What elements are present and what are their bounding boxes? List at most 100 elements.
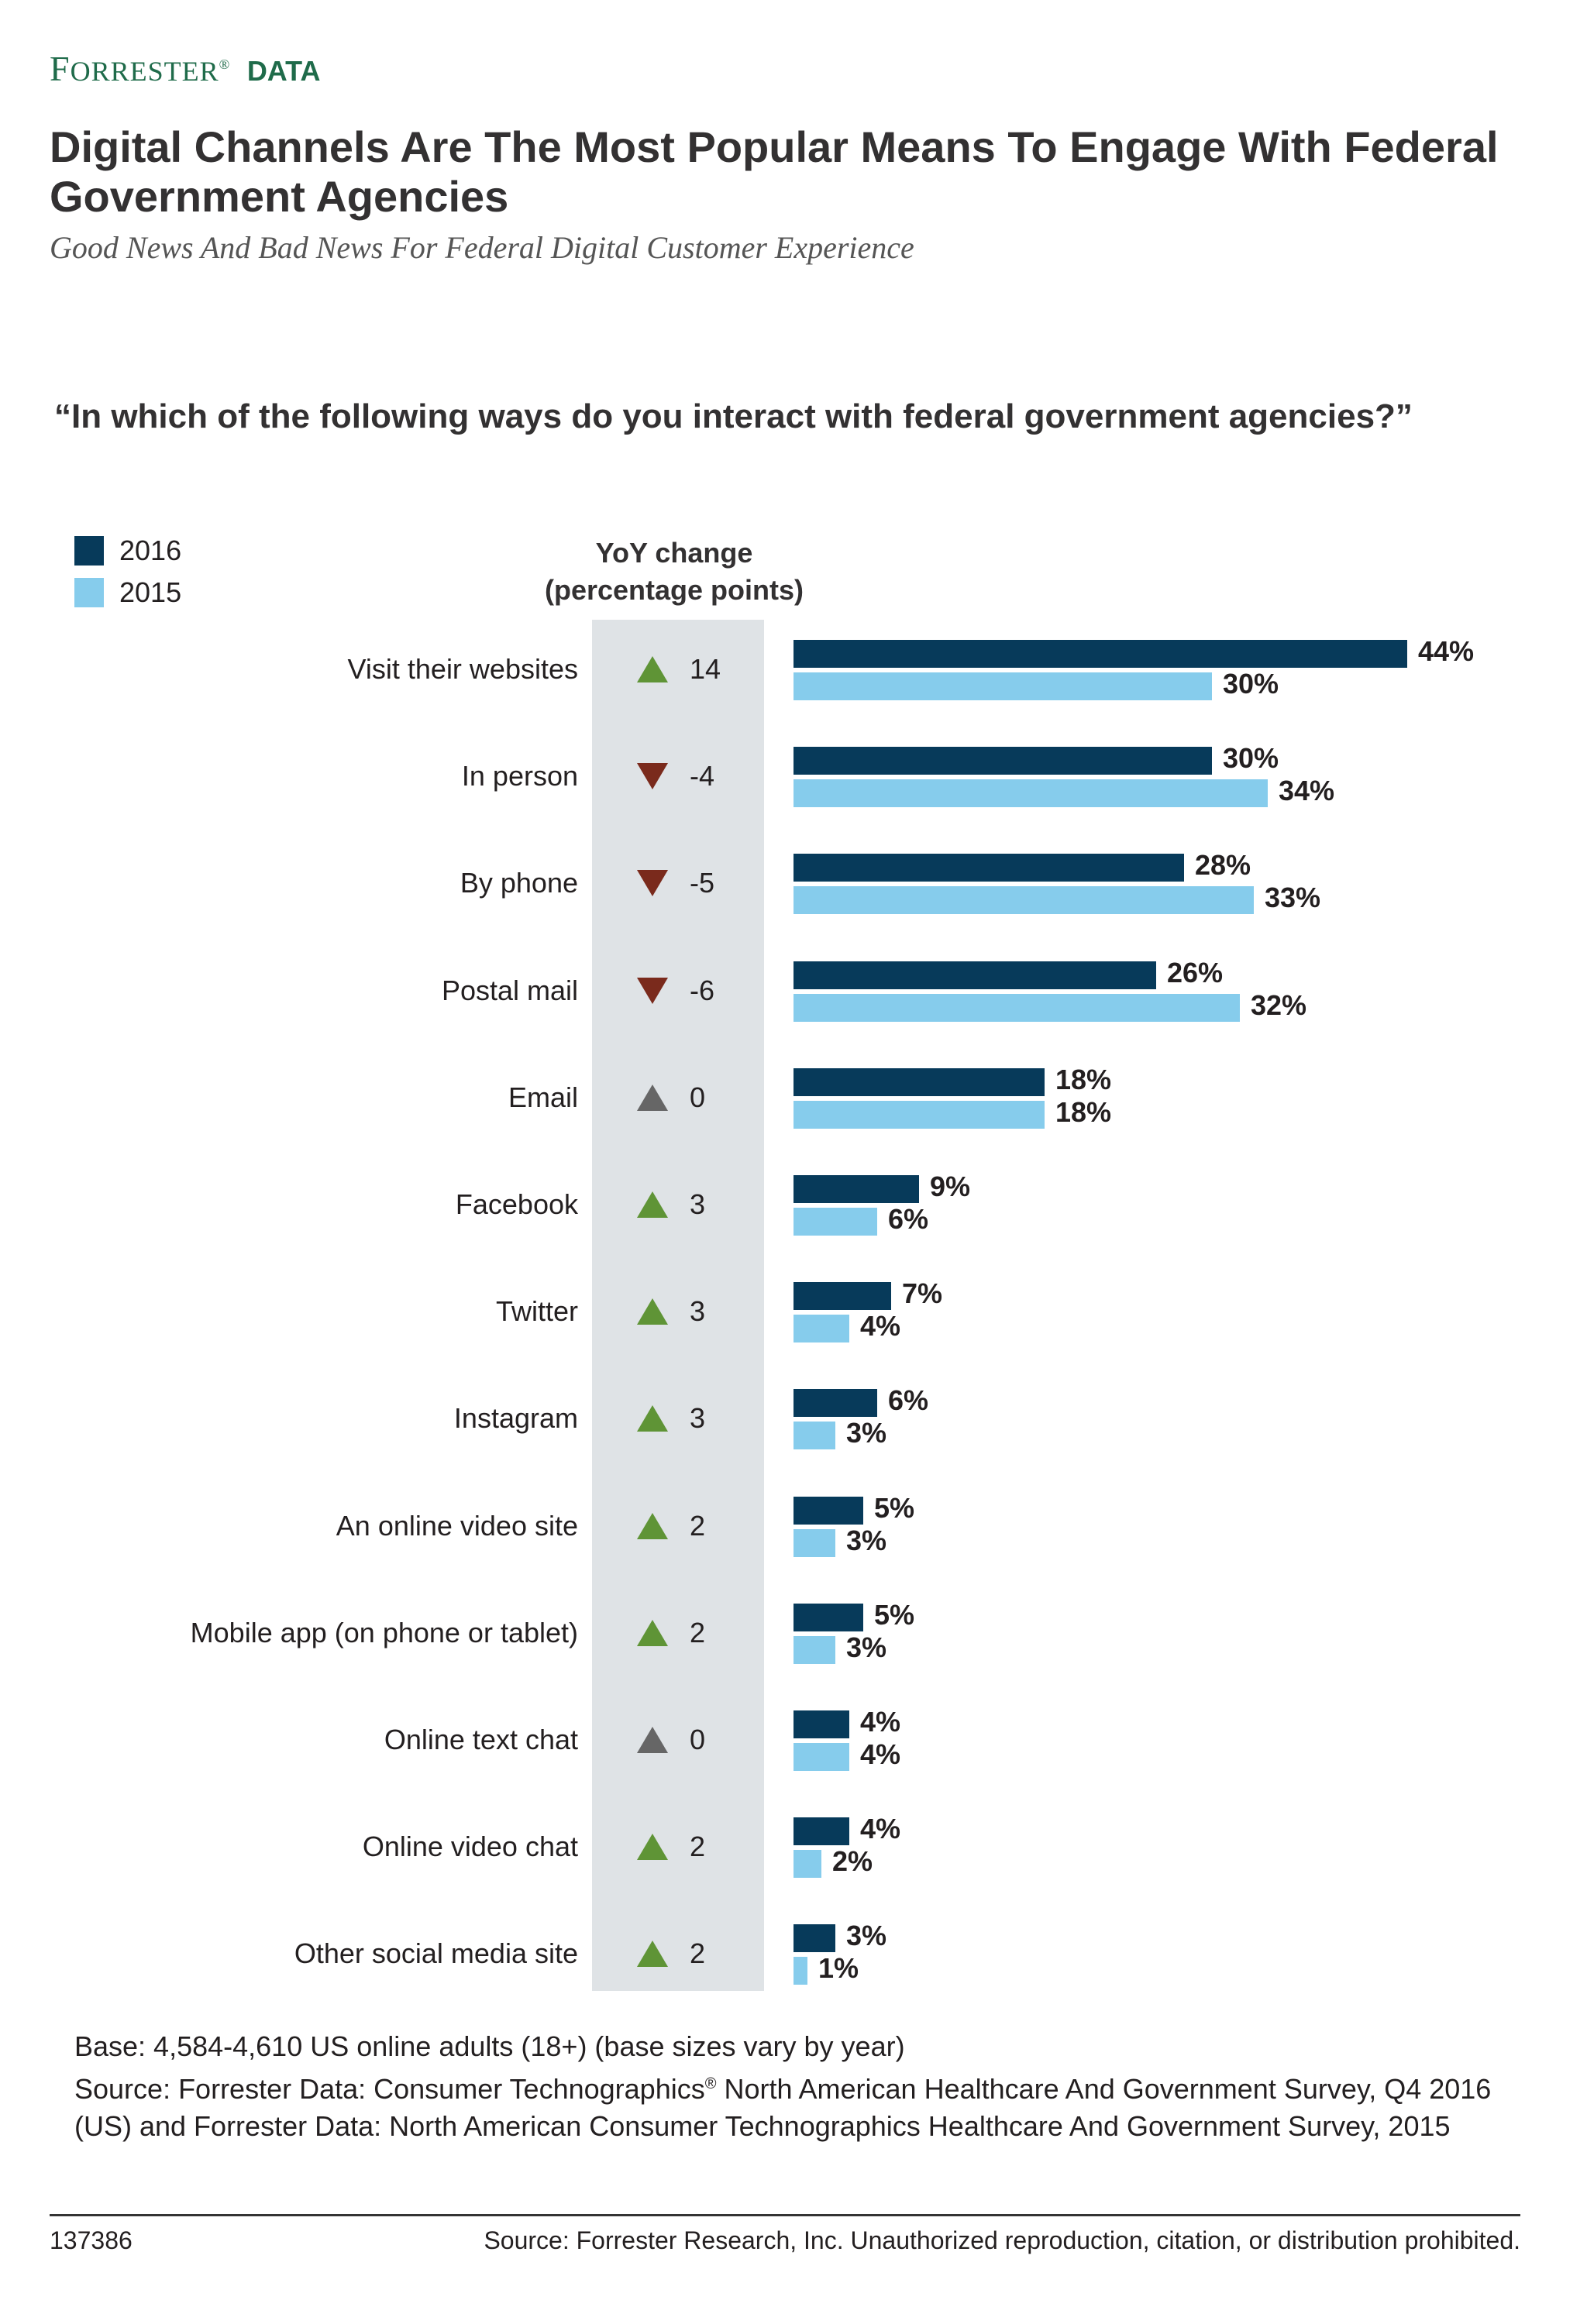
bar-2016 (794, 1710, 849, 1738)
yoy-up-triangle-icon (637, 1298, 668, 1325)
footer-divider (50, 2214, 1520, 2216)
yoy-column-band (592, 620, 764, 1991)
chart-subtitle: Good News And Bad News For Federal Digit… (50, 230, 914, 265)
bar-value-label-2016: 26% (1167, 956, 1224, 988)
bar-value-label-2015: 34% (1279, 775, 1335, 807)
yoy-change-value: 3 (690, 1402, 706, 1435)
bar-value-label-2015: 4% (860, 1310, 901, 1342)
category-label: Instagram (453, 1402, 578, 1435)
brand-suffix: DATA (246, 55, 321, 87)
bar-2016 (794, 1282, 891, 1311)
bar-value-label-2016: 6% (888, 1384, 929, 1417)
category-label: Facebook (455, 1188, 578, 1220)
category-label: An online video site (336, 1509, 578, 1542)
bar-2016 (794, 1175, 919, 1203)
yoy-header-unit: (percentage points) (544, 574, 804, 606)
bar-2015 (794, 886, 1254, 915)
bar-2015 (794, 779, 1268, 808)
bar-2016 (794, 1389, 877, 1418)
yoy-change-value: 14 (690, 653, 721, 685)
bar-2015 (794, 1422, 835, 1450)
yoy-header-title: YoY change (595, 537, 753, 569)
category-label: Visit their websites (347, 653, 578, 685)
yoy-change-value: -5 (690, 867, 715, 899)
category-label: By phone (460, 867, 578, 899)
survey-question: “In which of the following ways do you i… (54, 397, 1413, 435)
bar-2015 (794, 1528, 835, 1557)
yoy-change-value: -4 (690, 760, 715, 792)
bar-2016 (794, 747, 1212, 775)
bar-2015 (794, 1850, 821, 1879)
bar-2016 (794, 854, 1184, 882)
yoy-down-triangle-icon (637, 870, 668, 897)
bar-2016 (794, 1067, 1045, 1096)
bar-value-label-2016: 5% (874, 1491, 915, 1524)
category-label: In person (461, 760, 578, 792)
brand-logo: FORRESTER® DATA (50, 48, 320, 89)
bar-value-label-2015: 3% (846, 1417, 887, 1449)
category-label: Online video chat (362, 1831, 578, 1863)
yoy-down-triangle-icon (637, 763, 668, 790)
bar-value-label-2016: 3% (846, 1920, 887, 1952)
footnote-source: Source: Forrester Data: Consumer Technog… (74, 2073, 1492, 2142)
bar-value-label-2016: 44% (1418, 635, 1475, 667)
bar-value-label-2016: 5% (874, 1598, 915, 1631)
footer-source: Source: Forrester Research, Inc. Unautho… (484, 2226, 1520, 2254)
bar-2016 (794, 1496, 863, 1525)
bar-2015 (794, 993, 1240, 1022)
bar-2016 (794, 1817, 849, 1846)
yoy-change-value: 0 (690, 1724, 706, 1755)
yoy-change-value: 3 (690, 1188, 706, 1220)
yoy-change-value: 2 (690, 1616, 706, 1648)
chart-title: Digital Channels Are The Most Popular Me… (50, 122, 1499, 221)
bar-value-label-2016: 30% (1223, 742, 1279, 775)
yoy-up-triangle-icon (637, 1941, 668, 1968)
brand-name: FORRESTER® (50, 49, 231, 88)
bar-2016 (794, 1924, 835, 1953)
bar-value-label-2016: 4% (860, 1706, 901, 1738)
category-label: Online text chat (384, 1724, 578, 1755)
yoy-down-triangle-icon (637, 977, 668, 1004)
bar-value-label-2016: 9% (930, 1171, 971, 1202)
category-label: Twitter (495, 1295, 578, 1328)
bar-2015 (794, 1743, 849, 1771)
bar-value-label-2015: 32% (1251, 988, 1307, 1021)
category-label: Postal mail (441, 974, 578, 1006)
legend-item-2016: 2016 (74, 535, 181, 567)
bar-value-label-2015: 30% (1223, 668, 1279, 700)
category-label: Email (508, 1081, 578, 1113)
bar-2015 (794, 1208, 877, 1236)
category-label: Other social media site (294, 1937, 578, 1970)
bar-value-label-2015: 6% (888, 1203, 929, 1235)
bar-value-label-2015: 33% (1265, 882, 1321, 914)
bar-value-label-2016: 28% (1195, 849, 1251, 882)
yoy-up-triangle-icon (637, 1405, 668, 1432)
bar-value-label-2016: 4% (860, 1813, 901, 1845)
bar-2016 (794, 640, 1407, 668)
bar-2015 (794, 1100, 1045, 1129)
yoy-change-value: 2 (690, 1831, 706, 1863)
yoy-up-triangle-icon (637, 1512, 668, 1539)
bar-value-label-2015: 4% (860, 1738, 901, 1770)
legend-label-2016: 2016 (119, 535, 182, 566)
yoy-up-triangle-icon (637, 1619, 668, 1646)
bar-2015 (794, 672, 1212, 700)
yoy-change-value: 2 (690, 1509, 706, 1542)
yoy-up-triangle-icon (637, 656, 668, 682)
footnote-base: Base: 4,584-4,610 US online adults (18+)… (74, 2030, 905, 2062)
yoy-change-value: 2 (690, 1937, 706, 1970)
legend-swatch-2016 (74, 536, 104, 566)
bar-value-label-2015: 3% (846, 1524, 887, 1556)
bar-value-label-2015: 3% (846, 1631, 887, 1663)
bar-2016 (794, 1603, 863, 1631)
footer-report-id: 137386 (50, 2226, 133, 2254)
legend-swatch-2015 (74, 578, 104, 607)
legend-item-2015: 2015 (74, 576, 181, 609)
bar-value-label-2016: 7% (902, 1277, 943, 1310)
bar-2016 (794, 961, 1156, 989)
bar-2015 (794, 1635, 835, 1664)
yoy-up-triangle-icon (637, 1084, 668, 1111)
bar-2015 (794, 1957, 807, 1985)
yoy-up-triangle-icon (637, 1191, 668, 1218)
bar-2015 (794, 1315, 849, 1343)
